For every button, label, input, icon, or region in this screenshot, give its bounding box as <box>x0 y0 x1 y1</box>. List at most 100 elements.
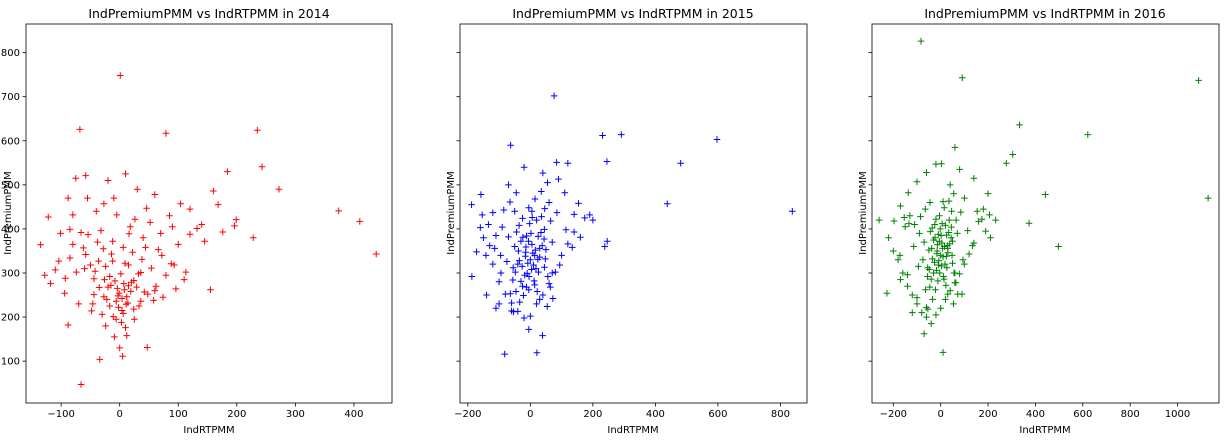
data-point <box>127 288 135 295</box>
data-point <box>498 223 506 231</box>
data-point <box>789 207 796 215</box>
data-point <box>275 185 283 193</box>
data-point <box>492 304 500 312</box>
data-point <box>107 282 115 289</box>
data-point <box>120 280 128 287</box>
data-point <box>51 266 59 274</box>
data-point <box>84 194 91 202</box>
data-point <box>538 213 545 220</box>
data-point <box>513 228 520 236</box>
data-point <box>249 234 257 242</box>
data-point <box>953 230 961 237</box>
data-point <box>137 297 145 305</box>
data-point <box>890 217 898 225</box>
data-point <box>923 169 930 176</box>
data-point <box>941 243 948 250</box>
x-tick-label: 400 <box>1026 409 1045 420</box>
data-point <box>917 37 925 45</box>
data-point <box>100 200 108 208</box>
data-point <box>957 208 965 216</box>
data-point <box>910 243 917 250</box>
y-tick-label: 400 <box>1 224 20 235</box>
y-axis-label: IndPremiumPMM <box>858 171 869 254</box>
data-point <box>908 309 916 316</box>
data-point <box>528 214 536 221</box>
data-point <box>896 252 904 259</box>
data-point <box>533 349 541 357</box>
data-point <box>121 259 129 267</box>
data-point <box>575 200 582 207</box>
data-point <box>527 312 534 320</box>
y-tick-label: 700 <box>1 92 20 103</box>
data-point <box>505 233 512 241</box>
data-point <box>936 225 944 233</box>
chart-title: IndPremiumPMM vs IndRTPMM in 2015 <box>512 6 753 21</box>
data-point <box>897 276 904 283</box>
data-point <box>501 350 509 358</box>
data-point <box>525 273 533 280</box>
data-point <box>581 214 589 222</box>
data-point <box>549 295 557 302</box>
data-point <box>514 260 522 268</box>
data-point <box>73 268 80 276</box>
data-point <box>111 333 118 341</box>
data-point <box>144 290 152 298</box>
x-tick-label: −200 <box>880 409 907 420</box>
data-point <box>119 310 127 317</box>
data-point <box>934 241 941 249</box>
data-point <box>603 237 611 245</box>
data-point <box>82 172 90 179</box>
data-point <box>64 194 72 202</box>
data-point <box>143 344 151 351</box>
data-point <box>982 227 989 235</box>
data-point <box>535 268 542 276</box>
subplot-2016: IndPremiumPMM vs IndRTPMM in 2016 −200 0 2… <box>858 6 1220 436</box>
data-point <box>541 226 548 233</box>
data-point <box>41 271 49 279</box>
data-point <box>169 223 176 231</box>
data-point <box>947 234 955 242</box>
data-point <box>519 233 527 241</box>
data-point <box>515 247 522 255</box>
data-point <box>106 302 114 310</box>
data-point <box>37 241 44 249</box>
data-point <box>113 211 121 219</box>
data-point <box>550 92 558 100</box>
data-point <box>126 223 134 231</box>
x-tick-label: 100 <box>169 409 188 420</box>
data-point <box>973 207 981 215</box>
data-point <box>942 282 950 289</box>
data-point <box>938 220 946 227</box>
data-point <box>933 250 941 257</box>
data-point <box>110 194 118 202</box>
data-point <box>186 205 194 213</box>
data-point <box>933 267 940 274</box>
data-point <box>512 288 520 295</box>
data-point <box>123 293 131 301</box>
data-point <box>525 286 533 294</box>
data-point <box>940 275 948 283</box>
data-point <box>531 252 539 259</box>
data-point <box>945 229 953 236</box>
data-point <box>500 206 508 214</box>
data-point <box>492 232 500 239</box>
data-point <box>95 257 102 265</box>
data-point <box>954 290 962 298</box>
x-tick-label: 0 <box>527 409 533 420</box>
data-point <box>90 275 98 283</box>
data-point <box>570 228 578 236</box>
data-point <box>109 313 117 320</box>
data-point <box>924 273 931 280</box>
data-point <box>66 226 74 233</box>
data-point <box>167 260 175 268</box>
data-point <box>904 189 912 197</box>
data-point <box>958 74 966 82</box>
data-point <box>508 299 515 307</box>
data-point <box>980 205 987 213</box>
data-point <box>937 252 944 259</box>
data-point <box>558 252 565 259</box>
ticks: −200 0 200 400 600 800 1000 <box>868 52 1190 420</box>
data-point <box>99 245 107 253</box>
data-point <box>125 230 133 238</box>
